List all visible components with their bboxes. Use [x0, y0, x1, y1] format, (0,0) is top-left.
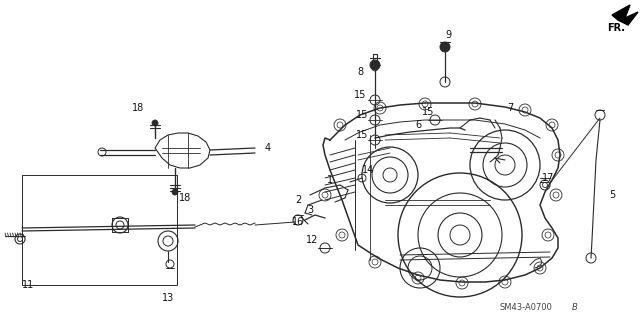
Text: 12: 12	[306, 235, 318, 245]
Text: 4: 4	[265, 143, 271, 153]
Text: 1: 1	[327, 175, 333, 185]
Text: 6: 6	[415, 120, 421, 130]
Text: 2: 2	[295, 195, 301, 205]
Text: 16: 16	[292, 217, 304, 227]
Text: 15: 15	[354, 90, 366, 100]
Circle shape	[172, 189, 178, 195]
Text: 3: 3	[307, 205, 313, 215]
Circle shape	[152, 120, 158, 126]
Text: FR.: FR.	[607, 23, 625, 33]
Text: 18: 18	[132, 103, 144, 113]
Text: 15: 15	[356, 130, 368, 140]
Text: 14: 14	[362, 165, 374, 175]
Text: 9: 9	[445, 30, 451, 40]
Text: B: B	[572, 303, 578, 313]
Circle shape	[440, 42, 450, 52]
Text: 5: 5	[609, 190, 615, 200]
Text: 11: 11	[22, 280, 34, 290]
Text: 8: 8	[357, 67, 363, 77]
Text: 15: 15	[356, 110, 368, 120]
Polygon shape	[612, 5, 638, 25]
Text: 18: 18	[179, 193, 191, 203]
Text: 15: 15	[422, 107, 434, 117]
Text: 13: 13	[162, 293, 174, 303]
Text: 7: 7	[507, 103, 513, 113]
Text: 17: 17	[542, 173, 554, 183]
Text: SM43-A0700: SM43-A0700	[500, 303, 553, 313]
Circle shape	[370, 60, 380, 70]
